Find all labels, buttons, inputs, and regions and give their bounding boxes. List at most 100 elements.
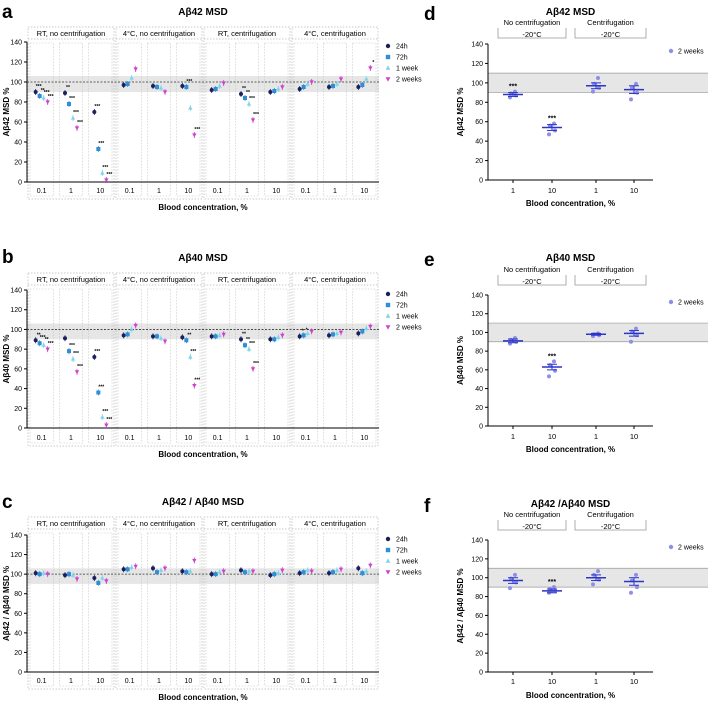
data-point-2-weeks bbox=[192, 558, 197, 563]
data-point-72h bbox=[331, 84, 335, 88]
chart-panel-c: c Aβ42 / Aβ40 MSD RT, no centrifugation 0.1… bbox=[2, 492, 422, 701]
y-axis-label: Aβ42 MSD % bbox=[456, 88, 465, 137]
legend-marker bbox=[385, 547, 391, 553]
y-tick-label: 20 bbox=[14, 406, 22, 413]
data-point bbox=[596, 76, 600, 80]
data-point-1-week bbox=[129, 564, 134, 569]
significance-label: *** bbox=[102, 165, 108, 171]
concentration-box bbox=[88, 42, 113, 197]
data-point-24h bbox=[33, 90, 38, 94]
data-point bbox=[547, 132, 551, 137]
data-point-1-week bbox=[41, 570, 46, 575]
data-point-1-week bbox=[129, 75, 134, 80]
y-axis-label: Aβ42 / Aβ40 MSD % bbox=[2, 566, 11, 641]
x-tick-label: 10 bbox=[360, 678, 368, 685]
group-header: Centrifugation bbox=[587, 510, 634, 519]
data-point-24h bbox=[356, 566, 361, 571]
legend-marker bbox=[385, 291, 391, 297]
concentration-box bbox=[264, 288, 289, 444]
x-axis-label: Blood concentration, % bbox=[526, 199, 615, 208]
x-tick-label: 10 bbox=[548, 186, 556, 195]
data-point-24h bbox=[121, 83, 126, 87]
data-point-1-week bbox=[364, 568, 369, 573]
data-point-2-weeks bbox=[338, 77, 344, 82]
y-tick-label: 140 bbox=[10, 40, 22, 47]
significance-label: *** bbox=[548, 579, 556, 586]
y-tick-label: 140 bbox=[10, 533, 22, 540]
concentration-box bbox=[352, 288, 377, 444]
data-point-2-weeks bbox=[338, 330, 344, 335]
data-point-72h bbox=[125, 82, 130, 86]
x-tick-label: 1 bbox=[157, 678, 161, 685]
data-point-1-week bbox=[100, 414, 105, 419]
y-tick-label: 140 bbox=[10, 288, 22, 295]
group-box bbox=[203, 26, 291, 200]
data-point-1-week bbox=[188, 354, 193, 359]
significance-label: ** bbox=[242, 86, 246, 92]
legend-label: 72h bbox=[396, 303, 408, 310]
x-tick-label: 1 bbox=[157, 435, 161, 442]
data-point-24h bbox=[268, 90, 273, 94]
x-tick-label: 0.1 bbox=[301, 188, 311, 195]
concentration-box bbox=[29, 288, 54, 444]
x-axis-label: Blood concentration, % bbox=[526, 691, 615, 700]
group-bracket bbox=[497, 520, 567, 531]
concentration-box bbox=[59, 532, 83, 687]
group-box bbox=[27, 26, 115, 200]
y-tick-label: 0 bbox=[479, 178, 483, 185]
y-axis-label: Aβ42 / Aβ40 MSD % bbox=[456, 568, 465, 643]
data-point-2-weeks bbox=[309, 569, 314, 574]
data-point-24h bbox=[239, 337, 243, 342]
data-point-72h bbox=[96, 580, 101, 585]
y-tick-label: 0 bbox=[479, 424, 483, 431]
significance-label: *** bbox=[194, 378, 200, 384]
data-point-24h bbox=[180, 569, 185, 574]
x-tick-label: 10 bbox=[272, 188, 280, 195]
data-point-24h bbox=[209, 572, 214, 577]
x-tick-label: 0.1 bbox=[125, 678, 135, 685]
concentration-box bbox=[293, 42, 318, 197]
data-point-2-weeks bbox=[221, 81, 226, 86]
group-header: RT, centrifugation bbox=[218, 29, 276, 38]
data-point-2-weeks bbox=[104, 579, 109, 584]
concentration-box bbox=[235, 288, 259, 444]
chart-title: Aβ42 /Aβ40 MSD bbox=[531, 499, 610, 510]
data-point-24h bbox=[239, 92, 243, 96]
y-tick-label: 100 bbox=[471, 80, 483, 87]
y-tick-label: 140 bbox=[471, 538, 483, 545]
y-tick-label: 40 bbox=[14, 386, 22, 393]
concentration-box bbox=[147, 532, 171, 687]
group-box bbox=[27, 272, 115, 447]
data-point-72h bbox=[67, 349, 71, 354]
y-tick-label: 100 bbox=[10, 327, 22, 334]
legend-marker bbox=[385, 536, 391, 542]
significance-label: *** bbox=[186, 79, 192, 85]
data-point-72h bbox=[301, 333, 306, 338]
data-point-72h bbox=[125, 332, 130, 337]
data-point-72h bbox=[243, 96, 247, 100]
data-point-72h bbox=[125, 567, 130, 572]
y-tick-label: 60 bbox=[475, 367, 483, 374]
x-tick-label: 10 bbox=[360, 435, 368, 442]
data-point-72h bbox=[96, 390, 101, 395]
x-tick-label: 1 bbox=[245, 188, 249, 195]
data-point-2-weeks bbox=[368, 563, 373, 568]
data-point-72h bbox=[213, 87, 218, 91]
significance-label: *** bbox=[98, 385, 104, 391]
legend-label: 72h bbox=[396, 55, 408, 62]
x-tick-label: 10 bbox=[630, 432, 638, 441]
data-point-24h bbox=[327, 333, 331, 338]
x-tick-label: 10 bbox=[630, 677, 638, 686]
y-tick-label: 120 bbox=[471, 61, 483, 68]
y-tick-label: 100 bbox=[10, 80, 22, 87]
data-point-2-weeks bbox=[104, 423, 109, 428]
y-tick-label: 40 bbox=[475, 139, 483, 146]
legend-marker bbox=[385, 77, 391, 82]
data-point-1-week bbox=[276, 86, 281, 91]
x-tick-label: 0.1 bbox=[301, 678, 311, 685]
data-point-2-weeks bbox=[192, 133, 197, 138]
x-tick-label: 0.1 bbox=[37, 188, 47, 195]
x-tick-label: 10 bbox=[96, 435, 104, 442]
